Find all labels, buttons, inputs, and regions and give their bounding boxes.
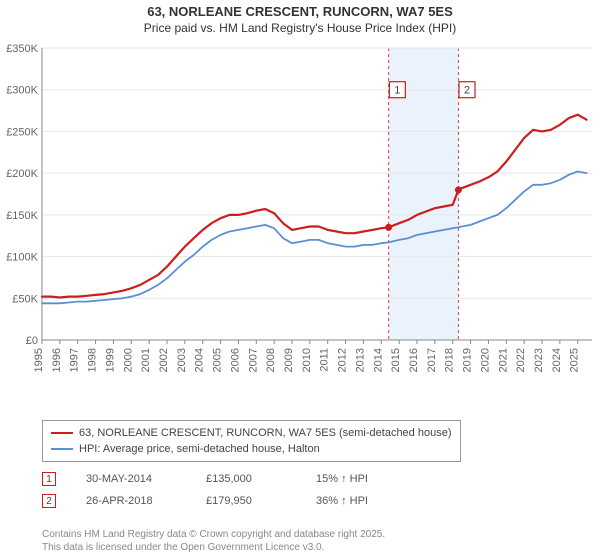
- sale-row: 1 30-MAY-2014 £135,000 15% ↑ HPI: [42, 468, 368, 490]
- x-tick-label: 2014: [372, 348, 384, 372]
- x-tick-label: 1999: [104, 348, 116, 372]
- y-tick-label: £50K: [12, 293, 38, 305]
- x-tick-label: 2019: [462, 348, 474, 372]
- sale-date: 30-MAY-2014: [86, 473, 176, 485]
- line-chart-svg: £0 £50K £100K £150K £200K £250K £300K £350K 1995…: [0, 40, 600, 410]
- series-price_paid: [42, 115, 587, 298]
- legend-row: 63, NORLEANE CRESCENT, RUNCORN, WA7 5ES …: [51, 425, 452, 441]
- x-tick-label: 2015: [390, 348, 402, 372]
- x-tick-label: 2023: [533, 348, 545, 372]
- legend: 63, NORLEANE CRESCENT, RUNCORN, WA7 5ES …: [42, 420, 461, 462]
- legend-swatch: [51, 448, 73, 450]
- y-tick-label: £150K: [6, 210, 38, 222]
- sale-point-1: [385, 224, 392, 231]
- x-tick-label: 2009: [283, 348, 295, 372]
- sale-marker-icon: 2: [42, 494, 56, 508]
- y-tick-label: £0: [26, 335, 38, 347]
- x-tick-label: 2017: [426, 348, 438, 372]
- x-tick-label: 2010: [301, 348, 313, 372]
- x-tick-label: 2004: [194, 348, 206, 372]
- y-tick-label: £200K: [6, 168, 38, 180]
- sale-price: £135,000: [206, 473, 286, 485]
- x-tick-label: 2013: [354, 348, 366, 372]
- chart-area: £0 £50K £100K £150K £200K £250K £300K £350K 1995…: [0, 40, 600, 410]
- y-tick-label: £100K: [6, 252, 38, 264]
- title-line1: 63, NORLEANE CRESCENT, RUNCORN, WA7 5ES: [0, 4, 600, 19]
- legend-swatch: [51, 432, 73, 434]
- sale-rel-hpi: 36% ↑ HPI: [316, 495, 368, 507]
- x-tick-label: 2001: [140, 348, 152, 372]
- x-tick-label: 2005: [212, 348, 224, 372]
- x-tick-label: 2003: [176, 348, 188, 372]
- y-tick-label: £250K: [6, 126, 38, 138]
- chart-title: 63, NORLEANE CRESCENT, RUNCORN, WA7 5ES …: [0, 0, 600, 35]
- x-tick-label: 2006: [229, 348, 241, 372]
- x-tick-label: 2007: [247, 348, 259, 372]
- x-tick-label: 1998: [87, 348, 99, 372]
- attribution-line2: This data is licensed under the Open Gov…: [42, 541, 385, 554]
- sale-point-2: [455, 186, 462, 193]
- attribution: Contains HM Land Registry data © Crown c…: [42, 528, 385, 554]
- x-tick-label: 1996: [51, 348, 63, 372]
- x-tick-label: 2002: [158, 348, 170, 372]
- attribution-line1: Contains HM Land Registry data © Crown c…: [42, 528, 385, 541]
- x-tick-label: 2000: [122, 348, 134, 372]
- x-tick-label: 2021: [497, 348, 509, 372]
- x-tick-label: 2012: [337, 348, 349, 372]
- x-tick-label: 2011: [319, 348, 331, 372]
- sale-date: 26-APR-2018: [86, 495, 176, 507]
- sale-marker-num-2: 2: [464, 85, 470, 97]
- sale-rel-hpi: 15% ↑ HPI: [316, 473, 368, 485]
- x-tick-label: 2024: [551, 348, 563, 372]
- sale-price: £179,950: [206, 495, 286, 507]
- x-tick-label: 2016: [408, 348, 420, 372]
- x-tick-label: 1997: [69, 348, 81, 372]
- x-tick-label: 1995: [33, 348, 45, 372]
- x-tick-label: 2022: [515, 348, 527, 372]
- sale-row: 2 26-APR-2018 £179,950 36% ↑ HPI: [42, 490, 368, 512]
- x-tick-label: 2008: [265, 348, 277, 372]
- sale-marker-num-1: 1: [394, 85, 400, 97]
- legend-label: 63, NORLEANE CRESCENT, RUNCORN, WA7 5ES …: [79, 425, 452, 441]
- series-hpi: [42, 172, 587, 304]
- sales-table: 1 30-MAY-2014 £135,000 15% ↑ HPI 2 26-APR-201…: [42, 468, 368, 512]
- y-tick-label: £350K: [6, 43, 38, 55]
- legend-row: HPI: Average price, semi-detached house,…: [51, 441, 452, 457]
- x-tick-label: 2025: [569, 348, 581, 372]
- x-tick-label: 2018: [444, 348, 456, 372]
- sale-marker-icon: 1: [42, 472, 56, 486]
- x-tick-label: 2020: [479, 348, 491, 372]
- y-tick-label: £300K: [6, 85, 38, 97]
- legend-label: HPI: Average price, semi-detached house,…: [79, 441, 320, 457]
- title-line2: Price paid vs. HM Land Registry's House …: [0, 21, 600, 35]
